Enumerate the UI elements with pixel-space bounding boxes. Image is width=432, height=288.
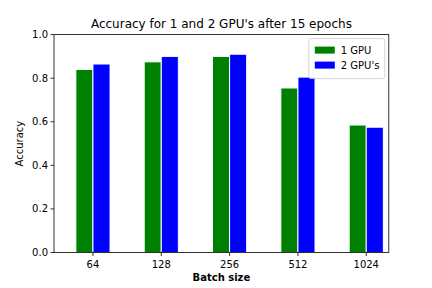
x-tick — [366, 253, 367, 257]
bar — [93, 64, 110, 252]
y-tick — [51, 121, 55, 122]
title: Accuracy for 1 and 2 GPU's after 15 epoc… — [91, 17, 352, 31]
bar — [349, 125, 366, 252]
legend: 1 GPU 2 GPU's — [309, 39, 385, 79]
y-tick-label: 0.2 — [32, 203, 48, 214]
x-tick-label: 64 — [87, 259, 100, 270]
x-tick — [229, 253, 230, 257]
bars — [76, 54, 383, 252]
bar — [76, 69, 93, 252]
y-tick-label: 1.0 — [32, 29, 48, 40]
y-tick — [51, 208, 55, 209]
chart: Accuracy for 1 and 2 GPU's after 15 epoc… — [0, 0, 432, 288]
bar — [281, 88, 298, 253]
legend-frame — [309, 39, 385, 79]
y-tick — [51, 165, 55, 166]
axes-frame — [54, 35, 389, 253]
x-tick-label: 512 — [288, 259, 307, 270]
legend-swatch — [315, 62, 335, 69]
y-tick-label: 0.4 — [32, 160, 48, 171]
x-axis-label: Batch size — [193, 272, 251, 283]
bar — [230, 54, 247, 252]
x-tick — [161, 253, 162, 257]
x-tick-label: 256 — [220, 259, 239, 270]
y-tick-label: 0.0 — [32, 247, 48, 258]
bar — [298, 77, 315, 252]
y-tick — [51, 252, 55, 253]
y-tick — [51, 34, 55, 35]
legend-label: 1 GPU — [341, 45, 372, 56]
x-tick — [92, 253, 93, 257]
bar — [213, 56, 230, 252]
bar — [161, 56, 178, 252]
legend-swatch — [315, 47, 335, 54]
y-tick — [51, 78, 55, 79]
legend-label: 2 GPU's — [341, 60, 380, 71]
bar — [144, 62, 161, 253]
y-tick-label: 0.8 — [32, 73, 48, 84]
bar — [366, 127, 383, 252]
y-axis-label: Accuracy — [14, 121, 25, 167]
y-tick-label: 0.6 — [32, 116, 48, 127]
x-tick-label: 128 — [152, 259, 171, 270]
x-tick-label: 1024 — [354, 259, 379, 270]
x-tick — [297, 253, 298, 257]
